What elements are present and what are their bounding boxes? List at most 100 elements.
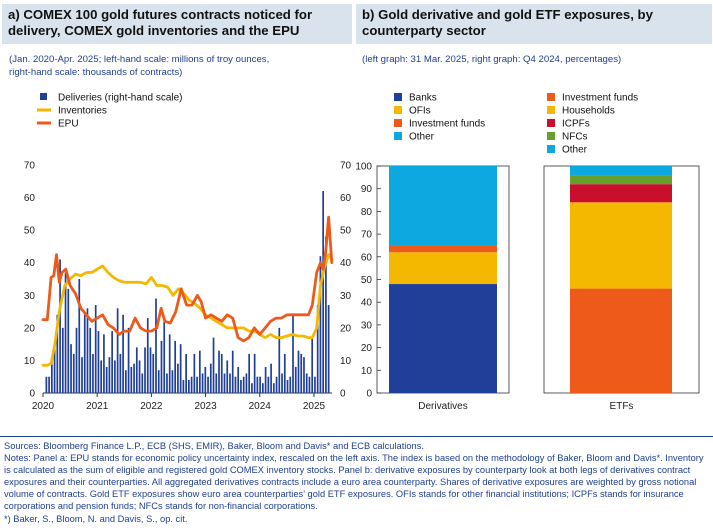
deliveries-bar-64 [220, 353, 223, 393]
deliveries-bar-47 [174, 340, 177, 393]
deliveries-bar-54 [193, 353, 196, 393]
deliveries-bar-67 [229, 373, 231, 393]
panel-b-y-tick-1: 10 [361, 366, 373, 377]
panel-a-left-tick-4: 40 [24, 258, 36, 269]
deliveries-bar-101 [322, 191, 324, 393]
deliveries-bar-43 [163, 321, 166, 393]
panel-a-left-tick-3: 30 [24, 291, 36, 302]
legend-b-left-label-2: Investment funds [409, 119, 485, 130]
deliveries-bar-23 [108, 357, 111, 393]
panel-a-left-tick-6: 60 [24, 193, 36, 204]
panel-b-y-tick-7: 70 [361, 230, 373, 241]
legend-b-right-swatch-1 [547, 106, 555, 114]
panel-b-y-tick-4: 40 [361, 298, 373, 309]
deliveries-bar-32 [133, 363, 135, 393]
deliveries-bar-28 [122, 314, 124, 393]
panel-a-x-tick-2: 2022 [140, 401, 163, 412]
panel-a-right-tick-2: 20 [340, 323, 352, 334]
deliveries-bar-26 [116, 308, 119, 393]
panel-b-y-tick-10: 100 [355, 162, 372, 173]
stacked-segment-etfs-households [570, 202, 672, 289]
panel-a-left-tick-7: 70 [24, 161, 36, 172]
footer-notes: Notes: Panel a: EPU stands for economic … [4, 453, 704, 512]
deliveries-bar-97 [311, 337, 314, 393]
panel-b-y-tick-2: 20 [361, 343, 373, 354]
panel-b-y-tick-3: 30 [361, 320, 373, 331]
deliveries-bar-55 [196, 376, 198, 393]
deliveries-bar-90 [292, 314, 294, 393]
epu-line [41, 215, 334, 343]
deliveries-bar-57 [201, 373, 204, 393]
panel-b-subtitle: (left graph: 31 Mar. 2025, right graph: … [362, 54, 622, 65]
legend-b-right-swatch-2 [547, 119, 555, 127]
deliveries-bar-46 [171, 370, 174, 393]
deliveries-bar-20 [100, 360, 103, 393]
deliveries-bar-95 [305, 373, 308, 393]
stacked-segment-etfs-other [570, 166, 672, 176]
deliveries-bar-31 [130, 366, 133, 393]
deliveries-bar-3 [53, 347, 56, 393]
deliveries-bar-27 [119, 353, 122, 393]
panel-a-right-tick-1: 10 [340, 356, 352, 367]
legend-b-right-swatch-4 [547, 145, 555, 153]
footer-divider [0, 436, 713, 437]
deliveries-bar-13 [81, 357, 83, 393]
deliveries-bar-87 [283, 353, 286, 393]
deliveries-bar-86 [281, 373, 283, 393]
legend-a-swatch-0 [40, 93, 47, 100]
panel-a-right-tick-4: 40 [340, 258, 352, 269]
deliveries-bar-34 [138, 360, 141, 393]
deliveries-bar-21 [103, 334, 105, 393]
legend-b-right-label-3: NFCs [562, 132, 588, 143]
footer-sources: Sources: Bloomberg Finance L.P., ECB (SH… [4, 441, 424, 451]
panel-b-y-tick-5: 50 [361, 275, 373, 286]
deliveries-bar-0 [45, 376, 48, 393]
deliveries-bar-96 [308, 376, 311, 393]
deliveries-bar-14 [83, 314, 86, 393]
deliveries-bar-51 [185, 353, 187, 393]
deliveries-bar-83 [272, 383, 275, 393]
panel-a-left-tick-2: 20 [24, 323, 36, 334]
deliveries-bar-33 [135, 347, 138, 393]
stacked-segment-derivatives-banks [389, 284, 497, 393]
panel-a-x-tick-3: 2023 [194, 401, 217, 412]
legend-b-right-label-2: ICPFs [562, 119, 590, 130]
panel-a-x-tick-5: 2025 [303, 401, 326, 412]
deliveries-bar-66 [226, 360, 229, 393]
deliveries-bar-94 [303, 357, 305, 393]
deliveries-bar-80 [264, 366, 267, 393]
deliveries-bar-39 [152, 353, 155, 393]
panel-b-y-tick-9: 90 [361, 184, 373, 195]
deliveries-bar-1 [48, 376, 50, 393]
deliveries-bar-102 [325, 236, 327, 393]
deliveries-bar-42 [160, 340, 163, 393]
legend-a-label-0: Deliveries (right-hand scale) [58, 93, 183, 104]
panel-a-right-tick-5: 50 [340, 226, 352, 237]
deliveries-bar-35 [141, 373, 144, 393]
deliveries-bar-17 [92, 353, 94, 393]
deliveries-bar-11 [75, 327, 78, 393]
deliveries-bar-52 [188, 379, 190, 393]
deliveries-bar-53 [190, 376, 193, 393]
panel-a-right-tick-3: 30 [340, 291, 352, 302]
legend-b-left-swatch-2 [394, 119, 402, 127]
legend-b-left-label-3: Other [409, 132, 435, 143]
footer: Sources: Bloomberg Finance L.P., ECB (SH… [4, 440, 710, 525]
deliveries-bar-69 [234, 376, 237, 393]
footer-reference: *) Baker, S., Bloom, N. and Davis, S., o… [4, 513, 188, 524]
deliveries-bar-45 [168, 334, 171, 393]
deliveries-bar-22 [105, 366, 108, 393]
deliveries-bar-72 [242, 376, 245, 393]
deliveries-bar-15 [86, 308, 89, 393]
deliveries-bar-84 [275, 376, 278, 393]
deliveries-bar-56 [198, 350, 201, 393]
panel-a-x-tick-4: 2024 [249, 401, 272, 412]
panel-b-category-1: ETFs [610, 401, 634, 412]
deliveries-bar-61 [212, 337, 215, 393]
legend-a-label-1: Inventories [58, 106, 107, 117]
deliveries-bar-65 [223, 373, 226, 393]
panel-a-left-tick-0: 0 [29, 389, 35, 400]
deliveries-bar-63 [218, 350, 220, 393]
deliveries-bar-44 [166, 373, 168, 393]
